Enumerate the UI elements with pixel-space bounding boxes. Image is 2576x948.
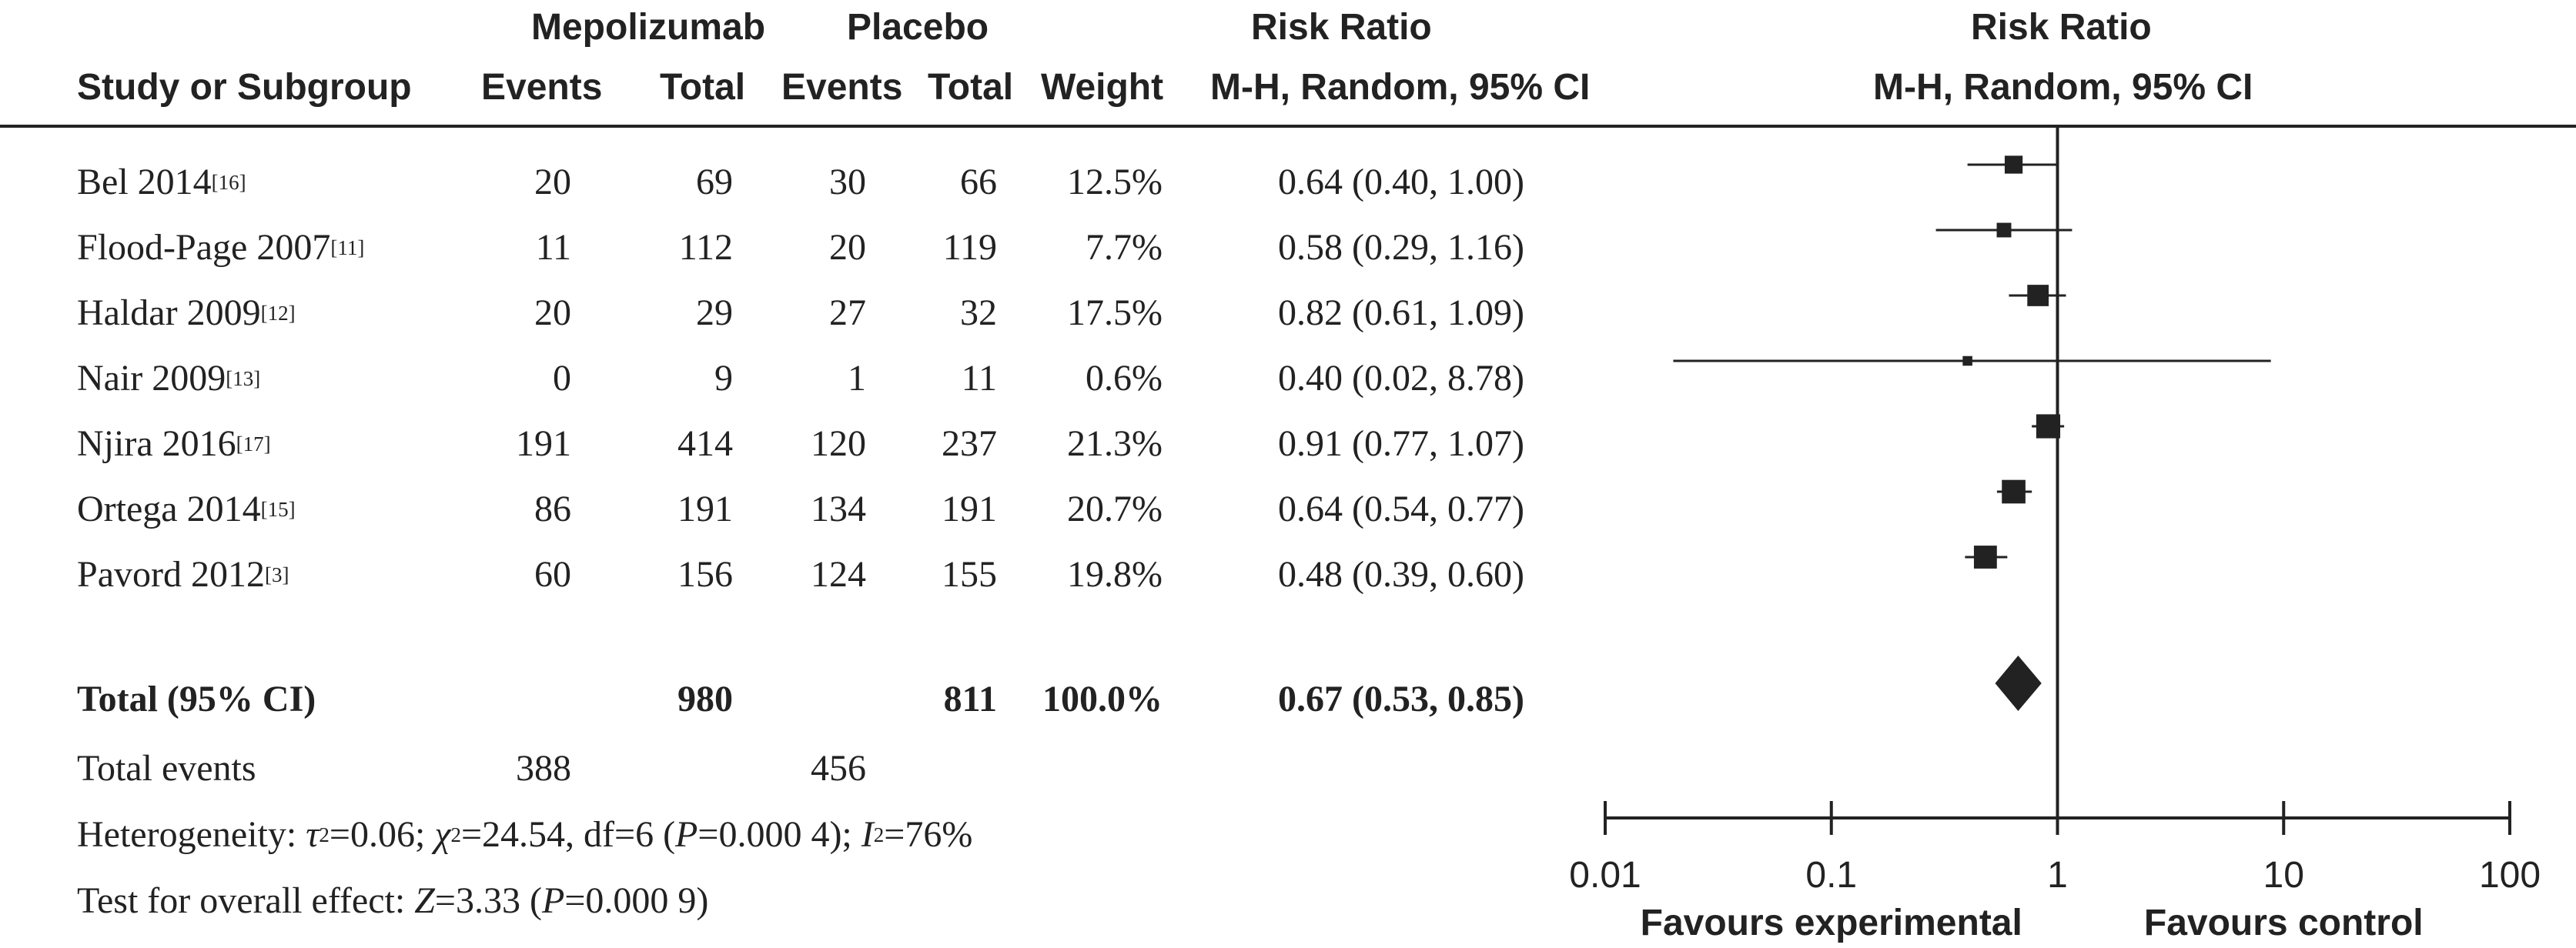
study-name: Ortega 2014[15] xyxy=(77,489,296,529)
plot-risk-ratio-header: Risk Ratio xyxy=(1971,7,2152,48)
ci-text: 0.82 (0.61, 1.09) xyxy=(1278,292,1524,333)
effect-square xyxy=(1962,356,1972,366)
total2-column-header: Total xyxy=(928,67,1014,108)
group1-header: Mepolizumab xyxy=(531,7,766,48)
ci-text: 0.40 (0.02, 8.78) xyxy=(1278,358,1524,399)
weight-value: 17.5% xyxy=(1067,292,1163,333)
events2-value: 134 xyxy=(811,489,866,529)
total2-value: 811 xyxy=(943,679,997,719)
ci-text: 0.64 (0.54, 0.77) xyxy=(1278,489,1524,529)
weight-value: 21.3% xyxy=(1067,423,1163,464)
favours-right-label: Favours control xyxy=(2144,903,2424,943)
weight-value: 0.6% xyxy=(1086,358,1163,399)
total1-value: 414 xyxy=(677,423,733,464)
heterogeneity-text: Heterogeneity: τ2=0.06; χ2=24.54, df=6 (… xyxy=(77,814,973,855)
effect-square xyxy=(2004,155,2023,174)
plot-method-header: M-H, Random, 95% CI xyxy=(1873,67,2253,108)
effect-square xyxy=(1996,222,2012,238)
total-label: Total (95% CI) xyxy=(77,679,316,719)
events1-column-header: Events xyxy=(481,67,603,108)
study-name: Flood-Page 2007[11] xyxy=(77,227,365,268)
effect-square xyxy=(2036,414,2061,439)
overall-effect-text: Test for overall effect: Z=3.33 (P=0.000… xyxy=(77,880,709,921)
ci-text: 0.58 (0.29, 1.16) xyxy=(1278,227,1524,268)
events2-value: 124 xyxy=(811,554,866,595)
effect-square xyxy=(1973,546,1997,569)
events1-value: 86 xyxy=(534,489,571,529)
total1-value: 69 xyxy=(696,162,733,202)
x-tick-label: 100 xyxy=(2479,855,2541,896)
events2-value: 120 xyxy=(811,423,866,464)
study-name: Nair 2009[13] xyxy=(77,358,261,399)
total1-value: 112 xyxy=(678,227,733,268)
method-column-header: M-H, Random, 95% CI xyxy=(1210,67,1591,108)
study-name: Njira 2016[17] xyxy=(77,423,271,464)
header-rule xyxy=(0,125,2576,128)
x-tick-label: 0.1 xyxy=(1805,855,1857,896)
events1-value: 20 xyxy=(534,162,571,202)
pooled-diamond xyxy=(1995,656,2042,711)
total-events1-value: 388 xyxy=(516,748,571,789)
weight-value: 20.7% xyxy=(1067,489,1163,529)
study-name: Haldar 2009[12] xyxy=(77,292,296,333)
total2-value: 155 xyxy=(942,554,997,595)
events2-value: 20 xyxy=(829,227,866,268)
total2-value: 66 xyxy=(960,162,997,202)
total-events2-value: 456 xyxy=(811,748,866,789)
events2-value: 30 xyxy=(829,162,866,202)
effect-square xyxy=(2002,479,2026,504)
total1-value: 9 xyxy=(714,358,733,399)
total2-value: 237 xyxy=(942,423,997,464)
weight-value: 12.5% xyxy=(1067,162,1163,202)
total2-value: 119 xyxy=(942,227,997,268)
total1-column-header: Total xyxy=(660,67,746,108)
total1-value: 156 xyxy=(677,554,733,595)
risk-ratio-header: Risk Ratio xyxy=(1251,7,1432,48)
x-tick-label: 1 xyxy=(2047,855,2068,896)
events1-value: 191 xyxy=(516,423,571,464)
effect-square xyxy=(2027,285,2049,306)
study-name: Pavord 2012[3] xyxy=(77,554,289,595)
x-tick-label: 10 xyxy=(2263,855,2304,896)
weight-value: 7.7% xyxy=(1086,227,1163,268)
total1-value: 980 xyxy=(677,679,733,719)
ci-text: 0.64 (0.40, 1.00) xyxy=(1278,162,1524,202)
events1-value: 60 xyxy=(534,554,571,595)
events1-value: 0 xyxy=(553,358,571,399)
ci-text: 0.91 (0.77, 1.07) xyxy=(1278,423,1524,464)
x-tick-label: 0.01 xyxy=(1569,855,1641,896)
events2-column-header: Events xyxy=(781,67,903,108)
ci-text: 0.48 (0.39, 0.60) xyxy=(1278,554,1524,595)
weight-column-header: Weight xyxy=(1041,67,1164,108)
total2-value: 11 xyxy=(961,358,997,399)
study-column-header: Study or Subgroup xyxy=(77,67,412,108)
weight-value: 19.8% xyxy=(1067,554,1163,595)
events1-value: 11 xyxy=(535,227,571,268)
events2-value: 27 xyxy=(829,292,866,333)
total1-value: 29 xyxy=(696,292,733,333)
total2-value: 191 xyxy=(942,489,997,529)
group2-header: Placebo xyxy=(847,7,989,48)
total1-value: 191 xyxy=(677,489,733,529)
total2-value: 32 xyxy=(960,292,997,333)
total-ci-text: 0.67 (0.53, 0.85) xyxy=(1278,679,1524,719)
events1-value: 20 xyxy=(534,292,571,333)
favours-left-label: Favours experimental xyxy=(1641,903,2022,943)
total-weight-value: 100.0% xyxy=(1042,679,1163,719)
events2-value: 1 xyxy=(848,358,866,399)
study-name: Bel 2014[16] xyxy=(77,162,246,202)
total-events-label: Total events xyxy=(77,748,256,789)
